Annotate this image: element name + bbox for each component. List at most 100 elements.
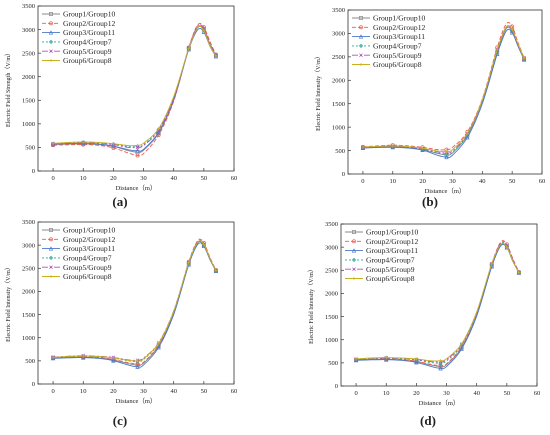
series-group6-group8 <box>361 25 526 154</box>
y-tick-label: 2500 <box>22 265 35 272</box>
data-point <box>214 54 218 58</box>
data-point <box>157 341 161 345</box>
data-point <box>517 271 521 275</box>
data-point <box>510 28 514 32</box>
data-point <box>81 355 86 360</box>
y-tick-label: 1500 <box>332 101 345 108</box>
data-point <box>81 140 85 144</box>
x-tick-label: 20 <box>413 390 420 397</box>
data-point <box>135 364 140 369</box>
data-point <box>495 48 499 52</box>
legend-entry: Group6/Group8 <box>63 272 112 281</box>
legend-marker <box>352 239 356 244</box>
series-group6-group8 <box>51 240 218 363</box>
panel-label: (a) <box>112 194 127 209</box>
legend-marker <box>49 237 53 242</box>
data-point <box>214 268 218 273</box>
legend-marker <box>359 53 363 58</box>
x-tick-label: 10 <box>390 178 397 185</box>
x-tick-label: 60 <box>539 178 546 185</box>
legend: Group1/Group10Group2/Group12Group3/Group… <box>42 226 116 281</box>
y-tick-label: 2000 <box>22 289 35 296</box>
data-point <box>495 49 500 54</box>
x-tick-label: 60 <box>231 175 238 182</box>
y-tick-label: 3000 <box>325 244 338 251</box>
x-tick-label: 40 <box>479 178 486 185</box>
chart-panel-a: 0 10 20 30 40 50 60 0 500 1000 1500 2000 2500 3000 350… <box>5 3 237 209</box>
x-tick-label: 30 <box>140 175 147 182</box>
x-axis-label: Distance（m） <box>116 397 157 405</box>
legend-entry: Group4/Group7 <box>63 38 112 47</box>
data-point <box>522 57 526 61</box>
data-point <box>438 359 443 363</box>
data-point <box>135 145 140 150</box>
chart-panel-c: 0 10 20 30 40 50 60 0 500 1000 1500 2000 2500 3000 350… <box>5 219 237 428</box>
x-axis-label: Distance（m） <box>419 399 460 407</box>
data-point <box>81 354 85 358</box>
y-tick-label: 3000 <box>22 27 35 34</box>
x-tick-label: 20 <box>110 388 117 395</box>
y-tick-label: 0 <box>342 171 345 178</box>
data-point <box>135 153 140 158</box>
plot-frame <box>37 5 235 172</box>
legend-entry: Group1/Group10 <box>63 226 116 235</box>
data-point <box>111 143 116 148</box>
series-line <box>362 21 525 151</box>
x-tick-label: 50 <box>201 175 208 182</box>
data-point <box>135 148 140 153</box>
data-point <box>414 360 419 365</box>
y-tick-label: 1000 <box>22 335 35 342</box>
data-point <box>157 126 161 131</box>
data-point <box>202 242 206 247</box>
data-point <box>187 46 191 51</box>
legend-entry: Group6/Group8 <box>63 56 112 65</box>
legend-marker <box>49 274 53 279</box>
series-line <box>53 242 217 368</box>
data-point <box>510 28 515 33</box>
y-tick-label: 1500 <box>22 97 35 104</box>
y-tick-label: 3000 <box>22 242 35 249</box>
x-tick-label: 0 <box>361 178 364 185</box>
y-tick-label: 3500 <box>325 221 338 228</box>
x-tick-label: 30 <box>140 388 147 395</box>
x-tick-label: 50 <box>509 178 516 185</box>
data-point <box>505 245 509 249</box>
legend-marker <box>48 30 54 35</box>
data-point <box>444 154 449 160</box>
series-line <box>53 22 217 157</box>
data-point <box>460 342 464 346</box>
x-tick-label: 50 <box>201 388 208 395</box>
legend-marker <box>48 39 54 44</box>
legend-entry: Group6/Group8 <box>373 60 422 69</box>
legend-marker <box>48 255 54 260</box>
y-tick-label: 2000 <box>22 74 35 81</box>
plot-frame <box>340 223 538 387</box>
y-tick-label: 3000 <box>332 31 345 38</box>
y-tick-label: 1500 <box>22 312 35 319</box>
legend-marker <box>49 49 53 54</box>
data-point <box>465 135 470 140</box>
legend-marker <box>358 34 364 39</box>
y-tick-label: 1000 <box>22 121 35 128</box>
y-tick-label: 2500 <box>22 50 35 57</box>
legend-marker <box>49 265 53 270</box>
series-line <box>53 240 217 362</box>
data-point <box>187 260 191 265</box>
legend: Group1/Group10Group2/Group12Group3/Group… <box>345 228 419 283</box>
x-tick-label: 40 <box>170 388 177 395</box>
y-tick-label: 500 <box>25 145 35 152</box>
data-point <box>490 262 494 266</box>
legend-entry: Group4/Group7 <box>63 254 112 263</box>
x-tick-label: 30 <box>449 178 456 185</box>
y-axis-label: Electric Field Intensity（V/m） <box>315 53 322 131</box>
x-tick-label: 10 <box>383 390 390 397</box>
legend-entry: Group6/Group8 <box>366 274 415 283</box>
data-point <box>384 355 388 360</box>
panel-label: (b) <box>422 194 438 209</box>
series-line <box>356 242 520 362</box>
y-tick-label: 2500 <box>332 54 345 61</box>
x-tick-label: 60 <box>231 388 238 395</box>
y-tick-label: 2000 <box>325 291 338 298</box>
legend-entry: Group2/Group12 <box>63 19 116 28</box>
